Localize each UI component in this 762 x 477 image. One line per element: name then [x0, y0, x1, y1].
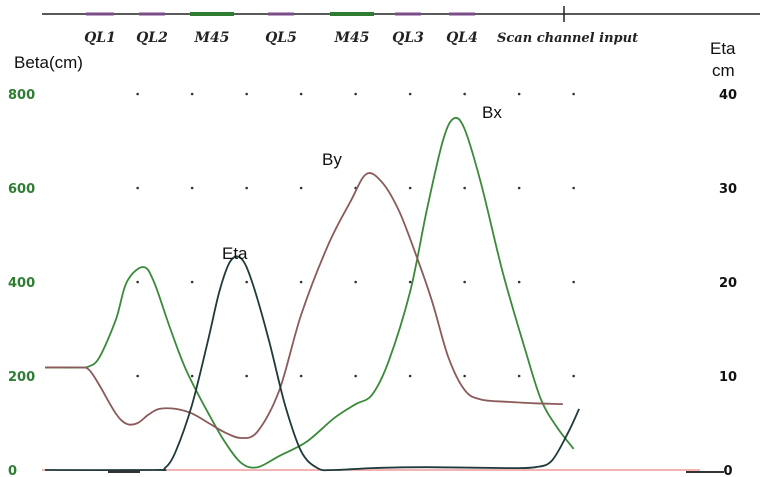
grid-dot: [136, 186, 139, 190]
grid-dot: [517, 92, 521, 96]
grid-dot: [299, 92, 303, 96]
scan-channel-label: Scan channel input: [497, 31, 638, 46]
grid-dot: [354, 280, 357, 284]
grid-dot: [136, 374, 139, 378]
grid-dot: [136, 280, 139, 284]
y-right-ticks: 0 10 20 30 40: [719, 88, 737, 477]
grid-dot: [299, 374, 303, 378]
grid-dot: [190, 374, 194, 378]
grid-dot: [299, 186, 303, 190]
series-label-by: By: [322, 150, 342, 169]
y-right-tick-label: 30: [719, 182, 737, 197]
grid-dot: [572, 374, 575, 378]
beamline-element-label: QL1: [84, 30, 116, 46]
grid-dot: [517, 280, 521, 284]
grid-dot: [463, 280, 466, 284]
y-left-tick-label: 0: [8, 464, 17, 477]
series-curves: [44, 116, 580, 472]
grid-dot: [245, 280, 248, 284]
grid-dot: [463, 186, 466, 190]
beamline-element-label: M45: [194, 30, 230, 46]
y-right-tick-label: 10: [719, 370, 737, 385]
beamline-elements: QL1 QL2 M45 QL5 M45 QL3 QL4: [84, 12, 478, 46]
series-line-by: [44, 172, 563, 439]
grid-dot: [408, 280, 412, 284]
grid-dot: [190, 92, 194, 96]
grid-dots: [136, 92, 575, 378]
series-line-bx: [44, 116, 575, 469]
y-right-tick-label: 20: [719, 276, 737, 291]
beamline-element-label: M45: [334, 30, 370, 46]
series-line-eta: [44, 255, 580, 472]
y-right-axis-title-line1: Eta: [710, 39, 736, 58]
beamline-element-label: QL4: [446, 30, 478, 46]
y-left-tick-label: 200: [8, 370, 35, 385]
grid-dot: [572, 280, 575, 284]
grid-dot: [572, 92, 575, 96]
beamline-element-label: QL2: [136, 30, 168, 46]
beamline-element-label: QL5: [265, 30, 297, 46]
grid-dot: [190, 186, 194, 190]
y-right-tick-label: 40: [719, 88, 737, 103]
grid-dot: [245, 92, 248, 96]
series-label-bx: Bx: [482, 103, 502, 122]
grid-dot: [408, 374, 412, 378]
y-left-tick-label: 600: [8, 182, 35, 197]
grid-dot: [517, 186, 521, 190]
y-left-ticks: 0 200 400 600 800: [8, 88, 35, 477]
grid-dot: [463, 92, 466, 96]
y-right-tick-label: 0: [723, 464, 732, 477]
grid-dot: [517, 374, 521, 378]
grid-dot: [408, 186, 412, 190]
beamline-element-label: QL3: [392, 30, 424, 46]
y-left-tick-label: 400: [8, 276, 35, 291]
y-right-axis-title-line2: cm: [712, 61, 735, 80]
grid-dot: [245, 186, 248, 190]
grid-dot: [299, 280, 303, 284]
y-left-tick-label: 800: [8, 88, 35, 103]
series-label-eta: Eta: [222, 244, 248, 263]
grid-dot: [136, 92, 139, 96]
grid-dot: [354, 92, 357, 96]
series-labels: Bx By Eta: [222, 103, 502, 263]
grid-dot: [408, 92, 412, 96]
grid-dot: [463, 374, 466, 378]
y-left-axis-title: Beta(cm): [14, 53, 83, 72]
grid-dot: [354, 374, 357, 378]
grid-dot: [190, 280, 194, 284]
grid-dot: [572, 186, 575, 190]
grid-dot: [245, 374, 248, 378]
